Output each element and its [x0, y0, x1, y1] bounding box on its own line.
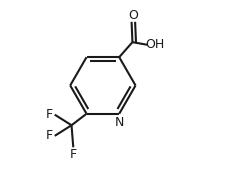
- Text: N: N: [115, 116, 124, 129]
- Text: F: F: [45, 129, 52, 142]
- Text: O: O: [128, 9, 138, 22]
- Text: F: F: [70, 148, 77, 161]
- Text: F: F: [45, 108, 52, 121]
- Text: OH: OH: [145, 38, 164, 51]
